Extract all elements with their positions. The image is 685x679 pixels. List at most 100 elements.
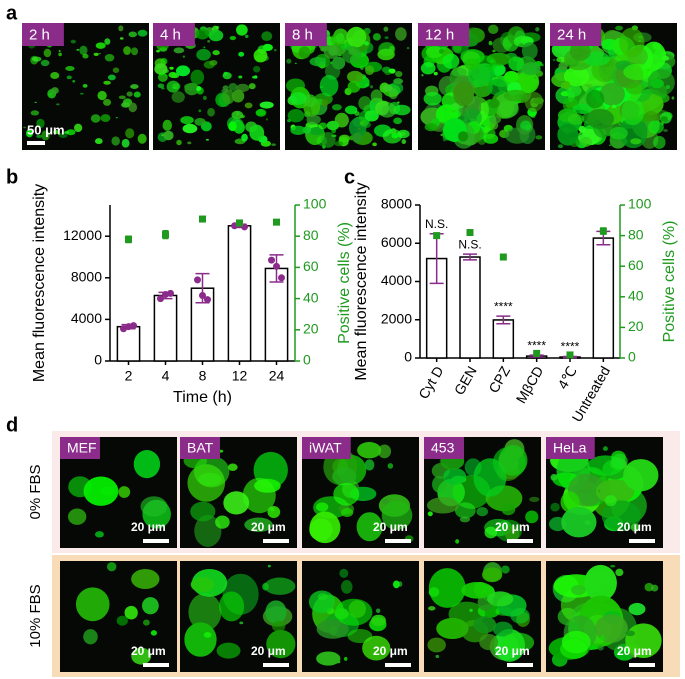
cell [372, 33, 381, 41]
cell [228, 121, 237, 132]
cell [190, 69, 205, 85]
cell [223, 71, 228, 76]
cell [202, 95, 207, 101]
cell [370, 85, 373, 89]
cell [435, 654, 440, 659]
cell [609, 126, 628, 140]
y2-tick-label: 0 [303, 352, 311, 368]
cell [520, 120, 532, 132]
cell [34, 101, 37, 104]
y-axis-label: Mean fluorescence intensity [353, 182, 370, 380]
cell [388, 87, 399, 100]
cell [584, 564, 617, 602]
cell [427, 511, 433, 517]
cell [372, 142, 377, 147]
cell [332, 467, 357, 486]
image-label: 24 h [557, 26, 586, 43]
cell [334, 141, 344, 147]
cell [255, 108, 267, 117]
cell [124, 605, 138, 620]
scale-bar [385, 539, 411, 543]
cell [143, 619, 150, 626]
cell [473, 616, 497, 634]
cell [611, 453, 628, 469]
significance-label: N.S. [425, 217, 448, 231]
y-tick-label: 4000 [71, 310, 102, 326]
cell [36, 118, 45, 129]
cell [524, 91, 544, 112]
cell [482, 567, 503, 583]
cell [195, 28, 210, 40]
y-tick-label: 12000 [63, 227, 102, 243]
cell [604, 495, 617, 507]
cell [306, 114, 321, 125]
cell [121, 138, 130, 148]
cell [290, 125, 306, 135]
x-tick-label: GEN [451, 363, 480, 397]
cell [218, 591, 245, 622]
cell [188, 593, 222, 632]
cell [598, 489, 601, 493]
label-box [418, 23, 470, 46]
y-tick-label: 0 [94, 352, 102, 368]
cell [118, 486, 131, 498]
panel-letter: b [6, 166, 18, 188]
cell [323, 43, 340, 59]
cell [316, 619, 349, 639]
cell [271, 620, 286, 632]
y2-axis-label: Positive cells (%) [336, 222, 353, 344]
cell [525, 510, 539, 524]
cell [397, 101, 400, 104]
cell [238, 75, 243, 79]
cell [25, 129, 34, 138]
square-marker [499, 253, 507, 261]
cell [95, 42, 106, 49]
cell [107, 74, 116, 81]
cell [176, 139, 182, 146]
cell [128, 31, 137, 38]
scale-label: 20 μm [131, 644, 166, 658]
cell [125, 128, 135, 139]
scale-label: 50 μm [27, 122, 65, 137]
cell [348, 600, 367, 618]
cell [196, 48, 211, 61]
image-label: 12 h [425, 26, 454, 43]
cell [393, 580, 400, 589]
cell [318, 122, 328, 130]
cell [535, 27, 540, 32]
cell [489, 115, 502, 124]
cell [104, 38, 111, 45]
cell [82, 53, 89, 59]
image-label: HeLa [553, 440, 587, 456]
cell [504, 70, 519, 83]
cell [391, 133, 399, 139]
cell [660, 116, 668, 122]
cell [50, 71, 60, 79]
scale-label: 20 μm [131, 520, 166, 534]
cell [223, 491, 250, 515]
cell [484, 526, 498, 539]
panel-letter: a [6, 2, 18, 24]
label-box [60, 437, 101, 459]
cell [203, 631, 212, 638]
cell [371, 614, 386, 626]
cell [41, 130, 50, 141]
cell [203, 46, 206, 49]
scale-label: 20 μm [617, 644, 652, 658]
cell [562, 80, 571, 90]
replicate-point [204, 296, 211, 304]
cell [370, 89, 383, 103]
cell [578, 125, 586, 133]
label-box [22, 23, 64, 46]
y-tick-label: 8000 [71, 269, 102, 285]
cell [130, 47, 139, 56]
cell [270, 507, 275, 512]
image-label: BAT [187, 440, 214, 456]
cell [479, 633, 499, 651]
cell [464, 58, 480, 70]
replicate-point [194, 276, 201, 284]
cell [309, 511, 341, 544]
bar [116, 325, 141, 362]
panel-letter: d [6, 414, 18, 436]
cell [550, 474, 558, 481]
